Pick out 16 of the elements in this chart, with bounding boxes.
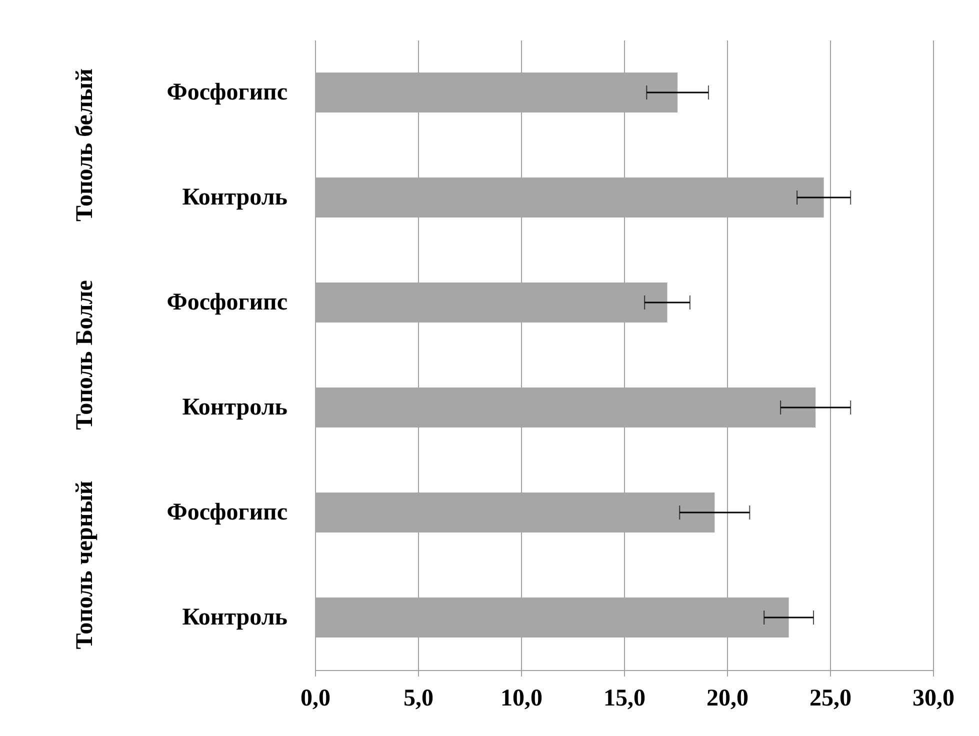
text: Тополь белый	[72, 68, 98, 222]
x-tick-label: 30,0	[912, 686, 954, 712]
y-tick-label: Фосфогипс	[166, 500, 288, 526]
x-tick-label: 25,0	[810, 686, 852, 712]
y-tick-label: Контроль	[182, 394, 288, 420]
x-tick-label: 15,0	[604, 686, 646, 712]
x-tick-label: 0,0	[300, 686, 330, 712]
x-tick-label: 10,0	[500, 686, 542, 712]
text: Тополь черный	[72, 480, 98, 650]
text: Тополь Болле	[72, 280, 98, 430]
y-tick-label: Фосфогипс	[166, 290, 288, 316]
x-tick-label: 5,0	[404, 686, 434, 712]
y-tick-label: Контроль	[182, 604, 288, 630]
x-tick-label: 20,0	[706, 686, 748, 712]
y-tick-label: Контроль	[182, 184, 288, 210]
y-tick-label: Фосфогипс	[166, 80, 288, 106]
